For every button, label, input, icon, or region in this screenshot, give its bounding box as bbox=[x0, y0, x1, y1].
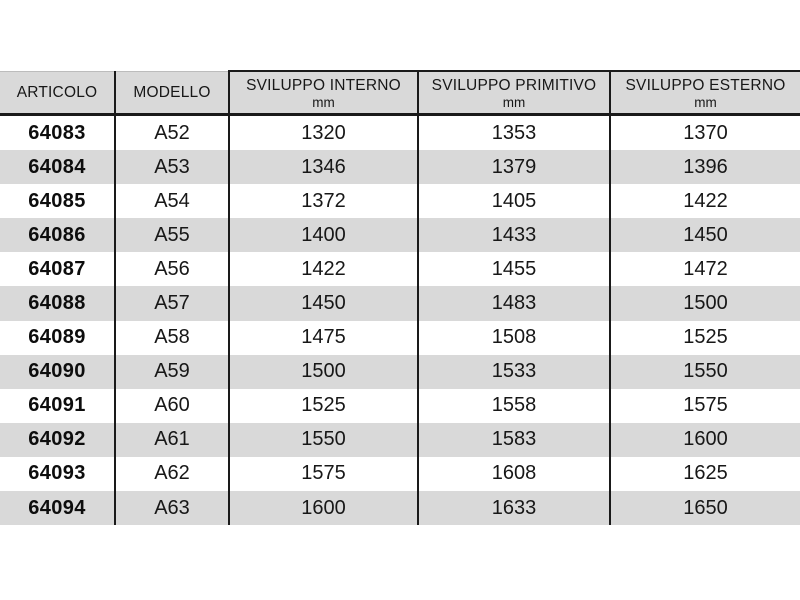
sviluppo-interno-cell: 1320 bbox=[228, 114, 418, 151]
article-cell: 64086 bbox=[0, 218, 115, 253]
model-cell: A62 bbox=[114, 456, 229, 492]
header-unit-sviluppo-esterno: mm bbox=[694, 94, 717, 110]
header-label-sviluppo-interno: SVILUPPO INTERNO bbox=[246, 76, 401, 94]
header-unit-sviluppo-primitivo: mm bbox=[502, 94, 526, 110]
sviluppo-primitivo-cell: 1533 bbox=[417, 354, 610, 389]
header-sviluppo-interno: SVILUPPO INTERNO mm bbox=[228, 70, 418, 116]
sviluppo-esterno-cell: 1525 bbox=[609, 320, 800, 355]
model-cell: A61 bbox=[114, 422, 229, 457]
model-cell: A58 bbox=[114, 320, 229, 355]
sviluppo-esterno-cell: 1422 bbox=[609, 184, 800, 219]
sviluppo-interno-cell: 1422 bbox=[228, 252, 418, 287]
model-cell: A54 bbox=[114, 184, 229, 219]
model-cell: A63 bbox=[114, 491, 229, 526]
header-modello: MODELLO bbox=[114, 70, 229, 116]
sviluppo-interno-cell: 1475 bbox=[228, 320, 418, 355]
header-sviluppo-primitivo: SVILUPPO PRIMITIVO mm bbox=[417, 70, 610, 116]
sviluppo-primitivo-cell: 1633 bbox=[417, 491, 610, 526]
header-label-modello: MODELLO bbox=[133, 83, 211, 101]
sviluppo-esterno-cell: 1472 bbox=[609, 252, 800, 287]
table-row: 64087 A56 1422 1455 1472 bbox=[0, 252, 800, 287]
table-row: 64085 A54 1372 1405 1422 bbox=[0, 184, 800, 219]
sviluppo-primitivo-cell: 1455 bbox=[417, 252, 610, 287]
sviluppo-primitivo-cell: 1583 bbox=[417, 422, 610, 457]
header-articolo: ARTICOLO bbox=[0, 70, 115, 116]
sviluppo-esterno-cell: 1370 bbox=[609, 114, 800, 151]
sviluppo-esterno-cell: 1575 bbox=[609, 388, 800, 423]
article-cell: 64088 bbox=[0, 286, 115, 321]
sviluppo-interno-cell: 1600 bbox=[228, 491, 418, 526]
sviluppo-primitivo-cell: 1353 bbox=[417, 114, 610, 151]
sviluppo-primitivo-cell: 1608 bbox=[417, 456, 610, 492]
model-cell: A55 bbox=[114, 218, 229, 253]
model-cell: A57 bbox=[114, 286, 229, 321]
sviluppo-interno-cell: 1550 bbox=[228, 422, 418, 457]
model-cell: A60 bbox=[114, 388, 229, 423]
sviluppo-interno-cell: 1575 bbox=[228, 456, 418, 492]
article-cell: 64092 bbox=[0, 422, 115, 457]
sviluppo-primitivo-cell: 1508 bbox=[417, 320, 610, 355]
article-spec-table: ARTICOLO MODELLO SVILUPPO INTERNO mm bbox=[0, 70, 800, 526]
sviluppo-esterno-cell: 1396 bbox=[609, 150, 800, 185]
table-row: 64084 A53 1346 1379 1396 bbox=[0, 150, 800, 185]
article-cell: 64084 bbox=[0, 150, 115, 185]
table-row: 64083 A52 1320 1353 1370 bbox=[0, 114, 800, 151]
header-label-sviluppo-esterno: SVILUPPO ESTERNO bbox=[625, 76, 786, 94]
model-cell: A52 bbox=[114, 114, 229, 151]
table-body: 64083 A52 1320 1353 1370 64084 A53 1346 … bbox=[0, 114, 800, 526]
sviluppo-interno-cell: 1450 bbox=[228, 286, 418, 321]
table-row: 64092 A61 1550 1583 1600 bbox=[0, 422, 800, 457]
header-sviluppo-esterno: SVILUPPO ESTERNO mm bbox=[609, 70, 800, 116]
article-cell: 64091 bbox=[0, 388, 115, 423]
article-cell: 64087 bbox=[0, 252, 115, 287]
sviluppo-esterno-cell: 1450 bbox=[609, 218, 800, 253]
article-cell: 64085 bbox=[0, 184, 115, 219]
article-cell: 64093 bbox=[0, 456, 115, 492]
table-row: 64091 A60 1525 1558 1575 bbox=[0, 388, 800, 423]
article-cell: 64083 bbox=[0, 114, 115, 151]
article-cell: 64090 bbox=[0, 354, 115, 389]
header-label-sviluppo-primitivo: SVILUPPO PRIMITIVO bbox=[431, 76, 597, 94]
header-label-articolo: ARTICOLO bbox=[16, 83, 98, 101]
article-cell: 64094 bbox=[0, 491, 115, 526]
header-unit-sviluppo-interno: mm bbox=[312, 94, 335, 110]
table-row: 64094 A63 1600 1633 1650 bbox=[0, 491, 800, 526]
model-cell: A56 bbox=[114, 252, 229, 287]
sviluppo-esterno-cell: 1625 bbox=[609, 456, 800, 492]
sviluppo-esterno-cell: 1600 bbox=[609, 422, 800, 457]
sviluppo-esterno-cell: 1550 bbox=[609, 354, 800, 389]
table-row: 64090 A59 1500 1533 1550 bbox=[0, 354, 800, 389]
sviluppo-primitivo-cell: 1405 bbox=[417, 184, 610, 219]
model-cell: A53 bbox=[114, 150, 229, 185]
sviluppo-interno-cell: 1400 bbox=[228, 218, 418, 253]
sviluppo-interno-cell: 1346 bbox=[228, 150, 418, 185]
sviluppo-primitivo-cell: 1433 bbox=[417, 218, 610, 253]
sviluppo-interno-cell: 1500 bbox=[228, 354, 418, 389]
table-row: 64089 A58 1475 1508 1525 bbox=[0, 320, 800, 355]
article-cell: 64089 bbox=[0, 320, 115, 355]
table-row: 64093 A62 1575 1608 1625 bbox=[0, 456, 800, 492]
sviluppo-esterno-cell: 1650 bbox=[609, 491, 800, 526]
table-row: 64088 A57 1450 1483 1500 bbox=[0, 286, 800, 321]
model-cell: A59 bbox=[114, 354, 229, 389]
sviluppo-primitivo-cell: 1379 bbox=[417, 150, 610, 185]
table-row: 64086 A55 1400 1433 1450 bbox=[0, 218, 800, 253]
header-row: ARTICOLO MODELLO SVILUPPO INTERNO mm bbox=[0, 70, 800, 116]
sviluppo-primitivo-cell: 1483 bbox=[417, 286, 610, 321]
sviluppo-primitivo-cell: 1558 bbox=[417, 388, 610, 423]
sviluppo-interno-cell: 1525 bbox=[228, 388, 418, 423]
sviluppo-esterno-cell: 1500 bbox=[609, 286, 800, 321]
sviluppo-interno-cell: 1372 bbox=[228, 184, 418, 219]
